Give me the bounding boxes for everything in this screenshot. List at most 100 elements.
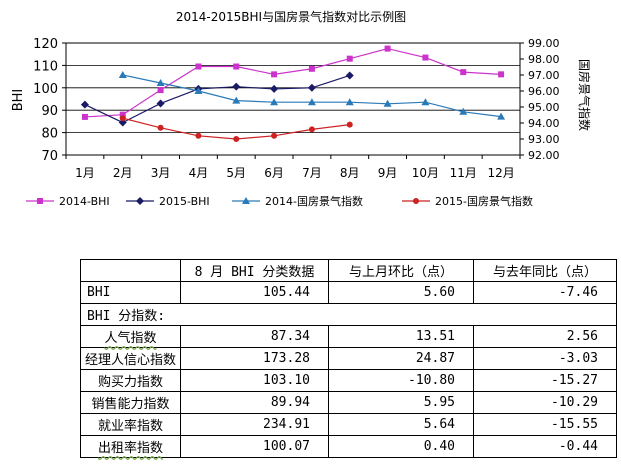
table-row: 人气指数 87.34 13.51 2.56 xyxy=(80,325,617,348)
data-point xyxy=(345,71,354,80)
y-tick-label: 110 xyxy=(33,59,58,74)
legend-label: 2015-国房景气指数 xyxy=(435,194,533,208)
table-cell: -0.44 xyxy=(473,435,617,458)
row-label: 出租率指数 xyxy=(97,441,163,456)
y-axis-label-right: 国房景气指数 xyxy=(577,59,592,131)
x-tick-label: 7月 xyxy=(302,166,322,180)
legend-marker xyxy=(136,197,144,205)
table-row: 购买力指数 103.10 -10.80 -15.27 xyxy=(80,369,617,392)
y2-tick-label: 97.00 xyxy=(528,69,560,82)
row-label: 就业率指数 xyxy=(80,413,181,436)
table-cell: 87.34 xyxy=(180,325,329,348)
table-cell: 103.10 xyxy=(180,369,329,392)
y-tick-label: 90 xyxy=(41,104,58,119)
table-header-cell: 8 月 BHI 分类数据 xyxy=(180,259,329,282)
legend-marker xyxy=(242,197,250,204)
data-point xyxy=(497,112,506,120)
table-cell: -7.46 xyxy=(473,281,617,304)
row-label: 人气指数 xyxy=(104,331,157,346)
legend-label: 2015-BHI xyxy=(159,195,210,208)
data-point xyxy=(346,121,353,128)
table-header-cell: 与去年同比（点） xyxy=(473,259,617,282)
series-line xyxy=(84,47,502,118)
chart-title: 2014-2015BHI与国房景气指数对比示例图 xyxy=(176,9,406,24)
legend-marker xyxy=(37,198,43,204)
data-point xyxy=(307,98,316,106)
data-point xyxy=(270,84,279,93)
bhi-line-chart: 2014-2015BHI与国房景气指数对比示例图 BHI 国房景气指数 70 80… xyxy=(11,9,592,208)
row-label: 购买力指数 xyxy=(80,369,181,392)
y2-tick-label: 94.00 xyxy=(528,117,560,130)
table-section-row: BHI 分指数: xyxy=(80,303,617,326)
x-tick-label: 5月 xyxy=(226,166,246,180)
data-point xyxy=(195,63,202,70)
y-tick-label: 70 xyxy=(41,149,58,164)
bhi-data-table: 8 月 BHI 分类数据 与上月环比（点） 与去年同比（点） BHI 105.4… xyxy=(80,259,617,458)
data-point xyxy=(460,69,467,76)
data-point xyxy=(157,87,164,94)
data-point xyxy=(119,115,126,122)
data-point xyxy=(118,118,127,127)
data-point xyxy=(118,71,127,78)
table-cell: -3.03 xyxy=(473,347,617,370)
y2-tick-label: 96.00 xyxy=(528,85,560,98)
table-row: 出租率指数 100.07 0.40 -0.44 xyxy=(80,435,617,458)
x-tick-label: 1月 xyxy=(75,166,95,180)
x-tick-label: 3月 xyxy=(151,166,171,180)
y-axis-label-left: BHI xyxy=(11,89,26,112)
table-cell: 5.64 xyxy=(328,413,474,436)
x-tick-label: 6月 xyxy=(264,166,284,180)
data-point xyxy=(195,132,202,139)
legend-marker xyxy=(413,198,419,204)
series-line xyxy=(122,117,350,140)
x-tick-label: 11月 xyxy=(450,166,477,180)
table-cell: 0.40 xyxy=(328,435,474,458)
table-cell: 234.91 xyxy=(180,413,329,436)
row-label: 销售能力指数 xyxy=(80,391,181,414)
table-cell: -15.55 xyxy=(473,413,617,436)
legend-label: 2014-BHI xyxy=(59,195,110,208)
table-row: BHI 105.44 5.60 -7.46 xyxy=(80,281,617,304)
table-row: 销售能力指数 89.94 5.95 -10.29 xyxy=(80,391,617,414)
table-cell: 5.95 xyxy=(328,391,474,414)
table-row: 就业率指数 234.91 5.64 -15.55 xyxy=(80,413,617,436)
data-point xyxy=(233,63,240,70)
legend-label: 2014-国房景气指数 xyxy=(265,194,363,208)
data-point xyxy=(307,83,316,92)
data-point xyxy=(270,98,279,106)
data-point xyxy=(80,100,89,109)
data-point xyxy=(459,107,468,115)
data-point xyxy=(346,55,353,62)
data-point xyxy=(308,126,315,133)
data-point xyxy=(421,98,430,106)
y2-tick-label: 99.00 xyxy=(528,37,560,50)
data-point xyxy=(345,98,354,106)
table-row: 经理人信心指数 173.28 24.87 -3.03 xyxy=(80,347,617,370)
x-tick-label: 8月 xyxy=(340,166,360,180)
x-tick-label: 9月 xyxy=(378,166,398,180)
row-label: 经理人信心指数 xyxy=(80,347,181,370)
table-cell: 105.44 xyxy=(180,281,329,304)
table-cell: 89.94 xyxy=(180,391,329,414)
x-tick-label: 4月 xyxy=(189,166,209,180)
data-point xyxy=(119,111,126,118)
table-cell: 13.51 xyxy=(328,325,474,348)
data-point xyxy=(157,124,164,131)
data-point xyxy=(156,79,165,86)
data-point xyxy=(194,87,203,94)
table-cell: 5.60 xyxy=(328,281,474,304)
y-tick-label: 120 xyxy=(33,37,58,52)
y2-tick-label: 92.00 xyxy=(528,149,560,162)
table-header-cell xyxy=(80,259,181,282)
row-label: BHI xyxy=(80,281,181,304)
y2-tick-label: 93.00 xyxy=(528,133,560,146)
table-cell: -15.27 xyxy=(473,369,617,392)
data-point xyxy=(271,132,278,139)
data-point xyxy=(156,99,165,108)
data-point xyxy=(81,113,88,120)
y2-tick-label: 95.00 xyxy=(528,101,560,114)
data-point xyxy=(498,71,505,78)
y-tick-label: 80 xyxy=(41,127,58,142)
plot-area xyxy=(65,42,521,156)
table-header-row: 8 月 BHI 分类数据 与上月环比（点） 与去年同比（点） xyxy=(80,259,617,282)
